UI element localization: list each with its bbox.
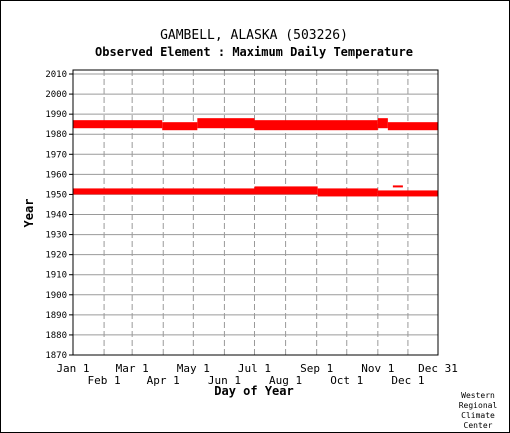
credit-line: Western: [461, 391, 495, 400]
y-tick-label: 1920: [45, 251, 67, 261]
y-tick-label: 2000: [45, 90, 67, 100]
y-tick-label: 1990: [45, 110, 67, 120]
x-tick-label: Nov 1: [361, 362, 394, 375]
credit-line: Center: [464, 421, 493, 430]
data-range-bar: [197, 118, 255, 129]
y-axis-ticks: 1870 1880 1890 1900 1910 1920 1930 1940 1950 1960…: [45, 70, 73, 361]
x-axis-label: Day of Year: [214, 384, 293, 398]
y-tick-label: 1910: [45, 271, 67, 281]
y-tick-label: 1900: [45, 291, 67, 301]
x-tick-label: Apr 1: [147, 374, 180, 387]
y-tick-label: 1970: [45, 150, 67, 160]
y-tick-label: 1940: [45, 211, 67, 221]
data-range-bar: [317, 188, 378, 197]
x-tick-label: Jul 1: [238, 362, 271, 375]
data-range-bar: [73, 188, 255, 195]
chart-subtitle: Observed Element : Maximum Daily Tempera…: [95, 45, 413, 59]
data-range-bar: [73, 120, 163, 129]
data-range-bar: [377, 190, 438, 197]
y-tick-label: 1880: [45, 331, 67, 341]
x-tick-label: Sep 1: [300, 362, 333, 375]
x-tick-label: Oct 1: [330, 374, 363, 387]
y-tick-label: 2010: [45, 70, 67, 80]
grid: [73, 70, 438, 356]
plot-area: [72, 69, 439, 356]
credit-line: Regional: [459, 401, 498, 410]
data-range-bar: [387, 122, 438, 131]
y-tick-label: 1980: [45, 130, 67, 140]
data-marks: [73, 118, 438, 197]
chart-title: GAMBELL, ALASKA (503226): [160, 28, 348, 43]
y-axis-label: Year: [22, 199, 36, 228]
y-tick-label: 1890: [45, 311, 67, 321]
data-range-bar: [162, 122, 198, 131]
x-tick-label: Mar 1: [116, 362, 149, 375]
x-axis-ticks: Jan 1 Mar 1 May 1 Jul 1 Sep 1 Nov 1 Dec 31 Feb …: [56, 362, 457, 387]
x-tick-label: Jan 1: [56, 362, 89, 375]
x-tick-label: Aug 1: [269, 374, 302, 387]
x-tick-label: Jun 1: [208, 374, 241, 387]
x-tick-label: May 1: [177, 362, 210, 375]
data-range-bar: [254, 186, 318, 195]
credit-line: Climate: [461, 411, 495, 420]
y-tick-label: 1950: [45, 190, 67, 200]
x-tick-label: Dec 1: [391, 374, 424, 387]
data-range-bar: [254, 120, 378, 131]
x-tick-label: Dec 31: [418, 362, 458, 375]
data-range-bar: [377, 118, 388, 129]
y-tick-label: 1930: [45, 231, 67, 241]
y-tick-label: 1870: [45, 351, 67, 361]
x-tick-label: Feb 1: [88, 374, 121, 387]
y-tick-label: 1960: [45, 170, 67, 180]
data-range-bar: [392, 185, 403, 188]
